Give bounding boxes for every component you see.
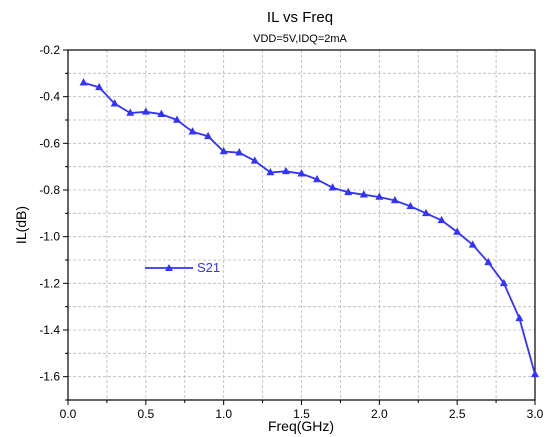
data-point <box>499 278 508 287</box>
data-point <box>375 192 384 200</box>
data-point <box>406 201 415 210</box>
y-tick-label: -1.6 <box>39 370 60 384</box>
data-point <box>95 82 104 91</box>
series-line <box>83 81 536 375</box>
data-point <box>172 115 181 123</box>
grid-lines <box>68 50 535 400</box>
data-point <box>390 196 399 204</box>
plot-frame <box>67 49 536 401</box>
data-point <box>110 99 119 107</box>
axis-ticks <box>63 49 536 405</box>
data-point <box>359 190 368 198</box>
y-tick-label: -1.2 <box>39 276 60 290</box>
data-point <box>515 313 524 322</box>
data-point <box>531 369 539 378</box>
data-point <box>266 168 275 176</box>
y-tick-label: -0.6 <box>39 136 60 150</box>
y-axis-label: IL(dB) <box>13 206 29 244</box>
legend-label: S21 <box>197 260 220 275</box>
data-point <box>484 257 493 266</box>
x-tick-label: 0.5 <box>137 407 154 421</box>
data-point <box>281 166 290 175</box>
chart-title: IL vs Freq <box>267 9 333 26</box>
data-point <box>219 147 228 155</box>
y-tick-label: -0.2 <box>39 43 60 57</box>
data-point <box>126 108 135 116</box>
tick-labels: 0.0 0.5 1.0 1.5 2.0 2.5 3.0 -0.2 -0.4 -0.6 -0.8 -1.… <box>39 43 543 421</box>
data-point <box>157 109 166 117</box>
x-tick-label: 0.0 <box>60 407 77 421</box>
data-point <box>344 187 353 196</box>
legend: S21 <box>145 260 220 275</box>
legend-marker <box>165 264 173 271</box>
data-point <box>188 127 197 135</box>
data-point <box>313 175 322 183</box>
y-tick-label: -1.0 <box>39 230 60 244</box>
data-point <box>422 208 431 217</box>
y-tick-label: -0.4 <box>39 90 60 104</box>
data-point <box>141 107 150 115</box>
y-tick-label: -0.8 <box>39 183 60 197</box>
data-point <box>297 169 306 177</box>
data-point <box>468 240 477 248</box>
data-point <box>453 227 462 235</box>
y-tick-label: -1.4 <box>39 323 60 337</box>
x-axis-label: Freq(GHz) <box>268 418 334 434</box>
data-point <box>79 78 88 86</box>
data-point <box>235 148 244 156</box>
data-point <box>437 215 446 224</box>
data-point <box>250 156 259 164</box>
x-tick-label: 1.0 <box>215 407 232 421</box>
x-tick-label: 1.5 <box>293 407 310 421</box>
x-tick-label: 2.5 <box>449 407 466 421</box>
data-point <box>204 131 213 140</box>
chart-subtitle: VDD=5V,IDQ=2mA <box>253 33 347 45</box>
x-tick-label: 3.0 <box>527 407 544 421</box>
x-tick-label: 2.0 <box>371 407 388 421</box>
series-s21 <box>79 78 539 378</box>
data-point <box>328 183 337 191</box>
